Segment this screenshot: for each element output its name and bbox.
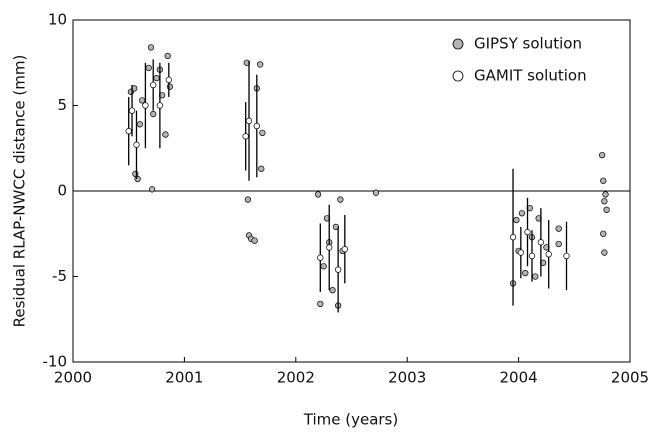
point [372, 189, 380, 196]
point [145, 64, 152, 72]
point [253, 122, 260, 130]
point [134, 175, 141, 183]
point [251, 237, 258, 244]
point [148, 186, 156, 193]
y-tick-label: 0 [57, 182, 67, 200]
point [326, 244, 333, 251]
point [532, 273, 539, 280]
point [600, 177, 607, 184]
point [136, 121, 143, 128]
point [153, 74, 160, 82]
point [164, 52, 171, 60]
point [555, 240, 562, 248]
point [334, 266, 342, 273]
point [125, 127, 132, 135]
point [138, 97, 146, 104]
point [317, 300, 324, 308]
x-axis-label: Time (years) [303, 411, 398, 429]
y-tick-label: -5 [52, 267, 67, 285]
point [142, 102, 149, 109]
y-axis-label: Residual RLAP-NWCC distance (mm) [11, 55, 29, 328]
point [518, 210, 526, 217]
point [150, 81, 157, 89]
legend-label: GAMIT solution [474, 67, 587, 85]
point [337, 196, 344, 203]
point [133, 141, 140, 148]
point [522, 269, 529, 277]
point [599, 151, 606, 159]
point [259, 129, 266, 137]
point [537, 239, 545, 246]
x-tick-label: 2003 [388, 369, 426, 387]
y-tick-label: 5 [57, 96, 67, 114]
point [165, 76, 172, 83]
point [317, 254, 324, 261]
point [320, 263, 327, 270]
y-tick-label: 10 [48, 11, 67, 29]
x-tick-label: 2002 [277, 369, 315, 387]
x-tick-label: 2005 [611, 369, 648, 387]
point [509, 234, 517, 241]
point [245, 117, 253, 125]
point [156, 102, 164, 109]
point [242, 133, 249, 140]
y-tick-label: -10 [43, 353, 68, 371]
point [150, 110, 157, 118]
legend-marker [452, 70, 464, 82]
point [147, 44, 155, 51]
point [329, 287, 336, 294]
point [513, 216, 520, 224]
legend-marker [452, 38, 464, 50]
point [555, 225, 562, 232]
point [132, 170, 139, 178]
point [600, 230, 607, 237]
point [601, 198, 608, 205]
point [517, 249, 524, 256]
point [603, 206, 610, 213]
point [601, 249, 608, 256]
point [162, 131, 169, 138]
point [602, 191, 609, 198]
point [563, 252, 570, 260]
x-tick-label: 2001 [165, 369, 203, 387]
x-tick-label: 2004 [500, 369, 538, 387]
point [166, 83, 174, 90]
point [341, 245, 348, 253]
point [257, 61, 264, 68]
point [258, 165, 265, 172]
point [545, 251, 552, 258]
point [128, 107, 136, 114]
point [528, 252, 536, 260]
x-tick-label: 2000 [54, 369, 92, 387]
point [244, 196, 252, 203]
point [314, 191, 322, 198]
legend-label: GIPSY solution [474, 35, 582, 53]
point [524, 228, 531, 236]
